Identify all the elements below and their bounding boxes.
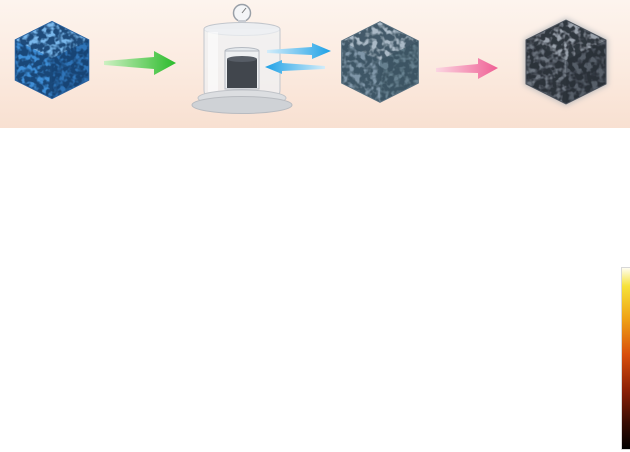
eds-maps: [263, 265, 621, 451]
thermal-conductivity-chart: [2, 129, 254, 260]
modulus-profile-chart-red: [257, 129, 444, 263]
modulus-profile-chart-blue: [445, 129, 630, 263]
ipc-prepreg-cube-image: [341, 21, 419, 103]
green-arrow-icon: [104, 51, 176, 75]
pink-arrow-icon: [436, 58, 498, 79]
blue-arrow-right-icon: [267, 43, 331, 59]
vacuum-chamber-image: [191, 3, 293, 114]
fnf-foam-cube-image: [14, 20, 90, 100]
wear-rate-chart: [2, 262, 260, 451]
sintered-ipc-cube-image: [524, 18, 608, 106]
intensity-colorbar: [621, 267, 630, 450]
blue-arrow-left-icon: [265, 60, 325, 74]
process-scheme: [0, 0, 630, 128]
